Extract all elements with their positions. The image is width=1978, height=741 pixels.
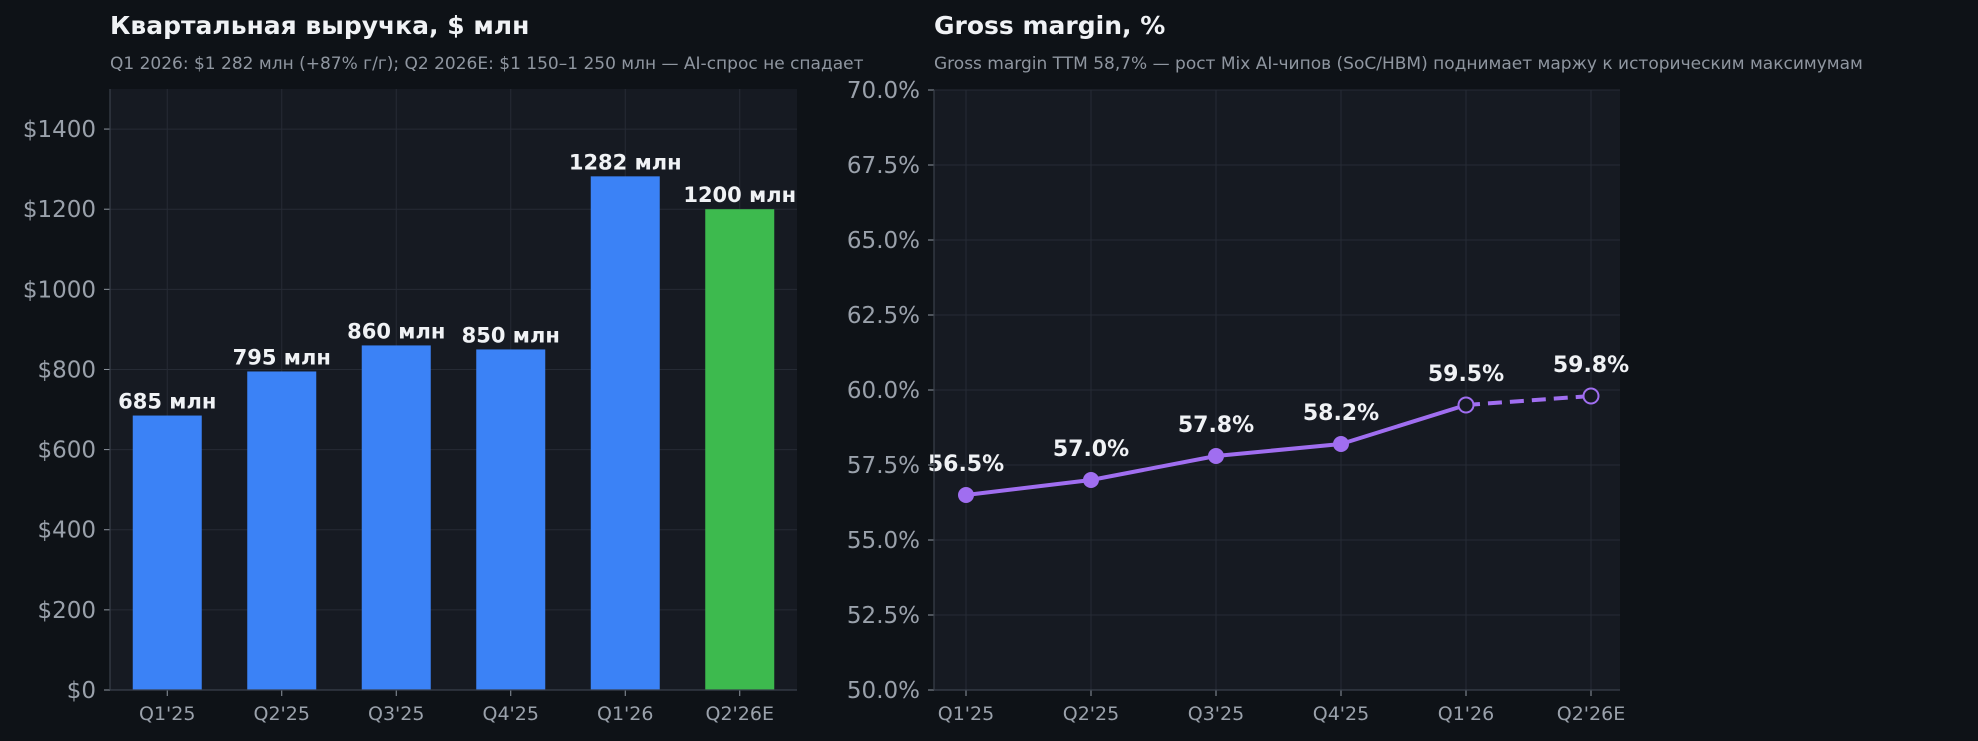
revenue-chart-title: Квартальная выручка, $ млн [110, 11, 530, 40]
revenue-y-tick-label: $800 [37, 357, 96, 383]
margin-x-tick-label: Q3'25 [1188, 703, 1244, 725]
revenue-bar [132, 415, 202, 690]
revenue-bar [361, 345, 431, 690]
revenue-x-tick-label: Q2'26E [706, 703, 774, 725]
margin-x-tick-label: Q4'25 [1313, 703, 1369, 725]
revenue-bar [247, 371, 317, 690]
margin-x-tick-label: Q2'25 [1063, 703, 1119, 725]
revenue-bar-value-label: 1200 млн [683, 183, 796, 207]
margin-chart-subtitle: Gross margin TTM 58,7% — рост Mix AI-чип… [934, 54, 1863, 74]
margin-x-tick-label: Q1'26 [1438, 703, 1494, 725]
margin-point [1208, 448, 1224, 464]
margin-point-value-label: 59.5% [1428, 362, 1504, 387]
margin-point [1333, 436, 1349, 452]
revenue-y-tick-label: $600 [37, 438, 96, 464]
revenue-bar-value-label: 860 млн [347, 319, 445, 343]
revenue-y-tick-label: $1200 [23, 197, 96, 223]
revenue-bar-value-label: 685 млн [118, 390, 216, 414]
revenue-y-tick-label: $0 [67, 678, 96, 704]
margin-point-value-label: 57.0% [1053, 437, 1129, 462]
margin-point-open [1457, 396, 1475, 414]
revenue-x-tick-label: Q1'26 [597, 703, 653, 725]
margin-y-tick-label: 60.0% [847, 378, 920, 404]
margin-y-tick-label: 62.5% [847, 303, 920, 329]
revenue-y-tick-label: $1000 [23, 277, 96, 303]
revenue-y-tick-label: $400 [37, 518, 96, 544]
revenue-bar-value-label: 1282 млн [569, 150, 682, 174]
margin-x-tick-label: Q1'25 [938, 703, 994, 725]
margin-y-tick-label: 50.0% [847, 678, 920, 704]
margin-y-tick-label: 65.0% [847, 228, 920, 254]
revenue-x-tick-label: Q3'25 [368, 703, 424, 725]
margin-y-tick-label: 57.5% [847, 453, 920, 479]
revenue-bar [590, 176, 660, 690]
margin-point-value-label: 57.8% [1178, 413, 1254, 438]
revenue-bar-value-label: 850 млн [462, 323, 560, 347]
revenue-chart-subtitle: Q1 2026: $1 282 млн (+87% г/г); Q2 2026E… [110, 54, 864, 74]
margin-y-tick-label: 52.5% [847, 603, 920, 629]
revenue-x-tick-label: Q1'25 [139, 703, 195, 725]
margin-point [958, 487, 974, 503]
margin-y-tick-label: 55.0% [847, 528, 920, 554]
margin-y-tick-label: 70.0% [847, 78, 920, 104]
revenue-y-tick-label: $1400 [23, 117, 96, 143]
revenue-x-tick-label: Q2'25 [254, 703, 310, 725]
margin-x-tick-label: Q2'26E [1557, 703, 1625, 725]
revenue-bar [476, 349, 546, 690]
margin-chart: 50.0% 52.5% 55.0% 57.5% 60.0% 62.5% 65.0% 67.5%… [847, 78, 1629, 725]
margin-point-value-label: 58.2% [1303, 401, 1379, 426]
revenue-x-tick-label: Q4'25 [483, 703, 539, 725]
revenue-bar-value-label: 795 млн [233, 345, 331, 369]
margin-chart-title: Gross margin, % [934, 11, 1166, 40]
revenue-chart: $0 $200 $400 $600 $800 $1000 $1200 $1400 685 млн… [23, 89, 797, 725]
revenue-bar [705, 209, 775, 690]
margin-point-open [1582, 387, 1600, 405]
margin-point-value-label: 56.5% [928, 452, 1004, 477]
margin-point-value-label: 59.8% [1553, 353, 1629, 378]
margin-y-tick-label: 67.5% [847, 153, 920, 179]
margin-point [1083, 472, 1099, 488]
revenue-plot-area [110, 89, 797, 690]
revenue-y-tick-label: $200 [37, 598, 96, 624]
